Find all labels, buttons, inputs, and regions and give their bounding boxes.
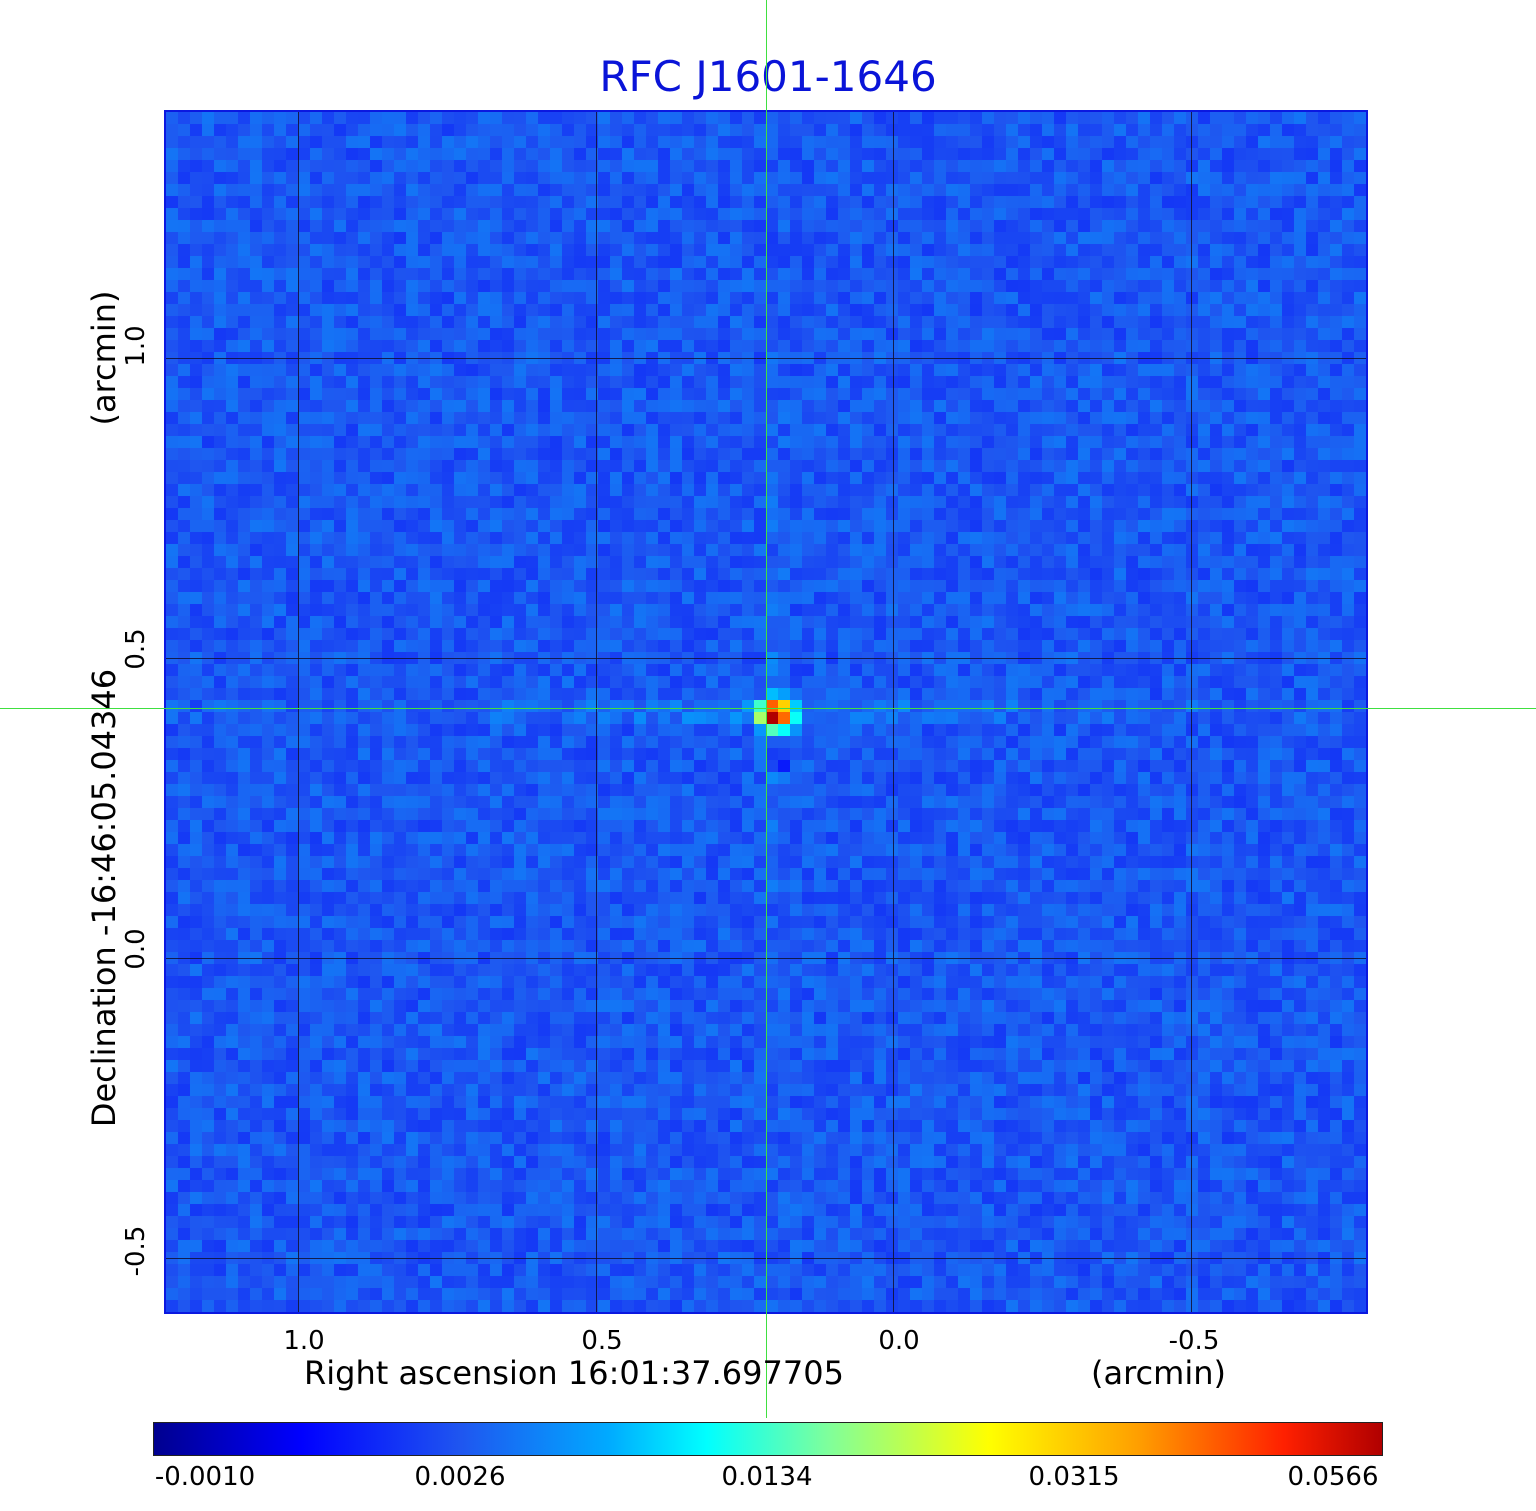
grid-line-ra-1.0 (298, 112, 299, 1312)
y-tick-label: 1.0 (121, 325, 151, 367)
x-axis-unit: (arcmin) (1091, 1354, 1226, 1392)
crosshair-vertical (766, 0, 767, 1418)
colorbar-tick-label: 0.0315 (1028, 1462, 1120, 1492)
colorbar (153, 1422, 1383, 1456)
x-tick-label: 0.5 (581, 1326, 623, 1356)
grid-line-ra-0.0 (893, 112, 894, 1312)
colorbar-tick-label: -0.0010 (154, 1462, 256, 1492)
crosshair-horizontal (0, 708, 1536, 709)
colorbar-tick-label: 0.0134 (721, 1462, 813, 1492)
colorbar-tick-label: 0.0566 (1287, 1462, 1379, 1492)
y-axis-unit: (arcmin) (85, 290, 123, 426)
x-axis-label: Right ascension 16:01:37.697705 (304, 1354, 844, 1392)
y-axis-label: Declination -16:46:05.04346 (85, 668, 123, 1128)
x-tick-label: 0.0 (878, 1326, 920, 1356)
image-title: RFC J1601-1646 (599, 52, 937, 101)
grid-line-ra-minus-0.5 (1191, 112, 1192, 1312)
x-tick-label: 1.0 (283, 1326, 325, 1356)
x-tick-label: -0.5 (1168, 1326, 1220, 1356)
y-tick-label: -0.5 (121, 1225, 151, 1277)
y-tick-label: 0.5 (121, 628, 151, 670)
y-tick-label: 0.0 (121, 928, 151, 970)
grid-line-ra-0.5 (596, 112, 597, 1312)
colorbar-tick-label: 0.0026 (414, 1462, 506, 1492)
